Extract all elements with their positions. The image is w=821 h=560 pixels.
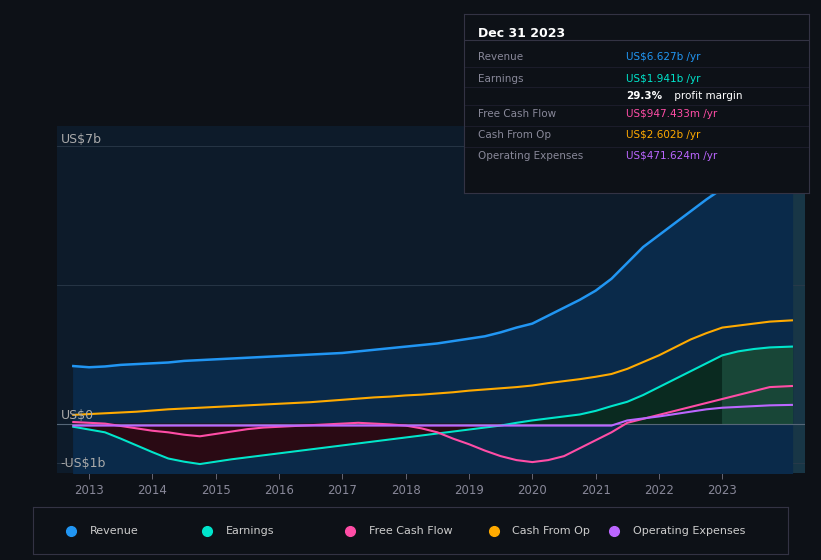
Text: Earnings: Earnings bbox=[226, 526, 274, 535]
Text: Free Cash Flow: Free Cash Flow bbox=[369, 526, 452, 535]
Text: Operating Expenses: Operating Expenses bbox=[633, 526, 745, 535]
Text: US$2.602b /yr: US$2.602b /yr bbox=[626, 130, 700, 140]
Text: US$6.627b /yr: US$6.627b /yr bbox=[626, 52, 700, 62]
Text: Earnings: Earnings bbox=[478, 73, 523, 83]
Text: profit margin: profit margin bbox=[671, 91, 742, 101]
Text: Cash From Op: Cash From Op bbox=[512, 526, 590, 535]
Text: US$0: US$0 bbox=[61, 409, 94, 422]
Bar bbox=[709, 126, 805, 473]
Text: US$947.433m /yr: US$947.433m /yr bbox=[626, 109, 718, 119]
Text: US$471.624m /yr: US$471.624m /yr bbox=[626, 151, 718, 161]
Text: Dec 31 2023: Dec 31 2023 bbox=[478, 26, 565, 40]
Text: US$1.941b /yr: US$1.941b /yr bbox=[626, 73, 700, 83]
Text: 29.3%: 29.3% bbox=[626, 91, 662, 101]
Text: Free Cash Flow: Free Cash Flow bbox=[478, 109, 556, 119]
Text: -US$1b: -US$1b bbox=[61, 457, 106, 470]
Text: Revenue: Revenue bbox=[478, 52, 523, 62]
Text: Cash From Op: Cash From Op bbox=[478, 130, 551, 140]
Text: Revenue: Revenue bbox=[89, 526, 138, 535]
Text: US$7b: US$7b bbox=[61, 133, 102, 146]
Text: Operating Expenses: Operating Expenses bbox=[478, 151, 583, 161]
